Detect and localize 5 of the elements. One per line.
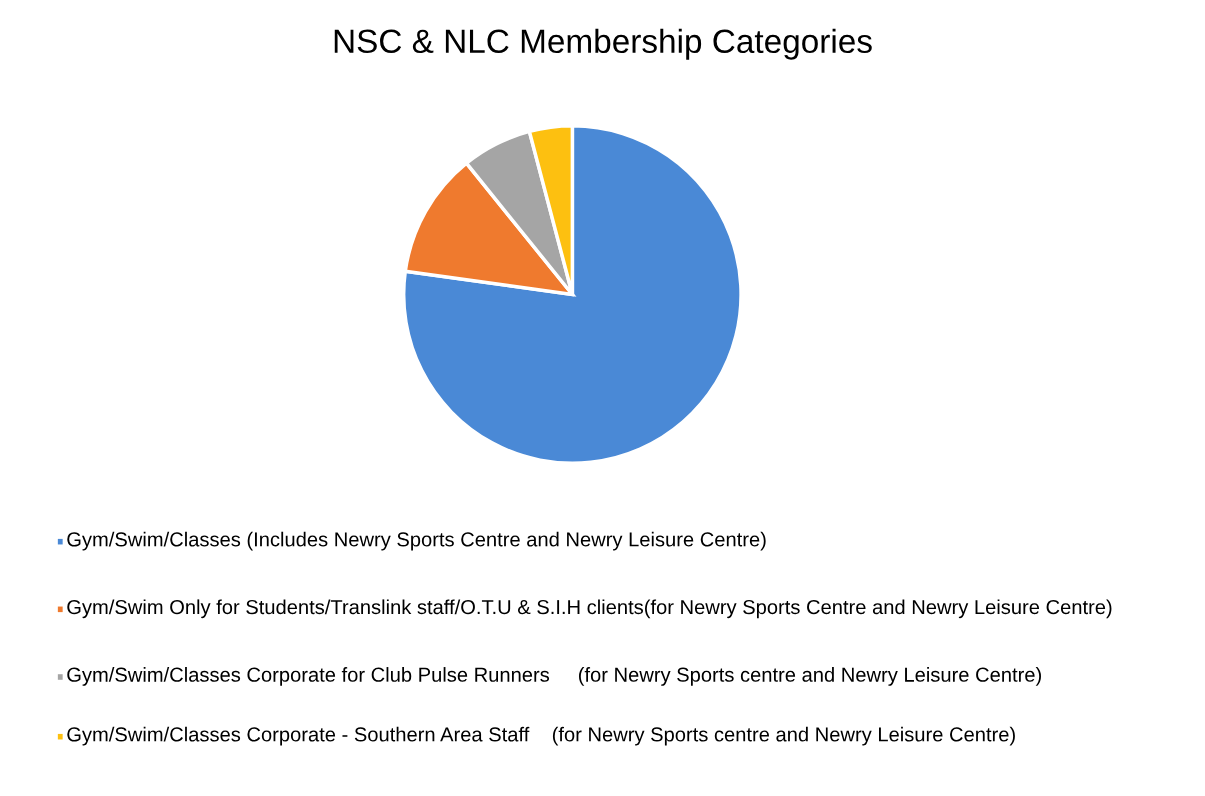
- legend-label: Gym/Swim/Classes (Includes Newry Sports Centre and Newry Leisure Centre): [67, 531, 766, 551]
- legend-label: Gym/Swim/Classes Corporate - Southern Area Staff (for Newry Sports centre and Newry Leisure Centre): [67, 726, 1015, 746]
- chart-title: NSC & NLC Membership Categories: [334, 28, 872, 60]
- legend-label: Gym/Swim/Classes Corporate for Club Pulse Runners (for Newry Sports centre and Newry Leisure Centre): [67, 667, 1041, 686]
- legend-label: Gym/Swim Only for Students/Translink staff/O.T.U & S.I.H clients(for Newry Sports Centre and Newry Leisure Centre): [67, 599, 1112, 619]
